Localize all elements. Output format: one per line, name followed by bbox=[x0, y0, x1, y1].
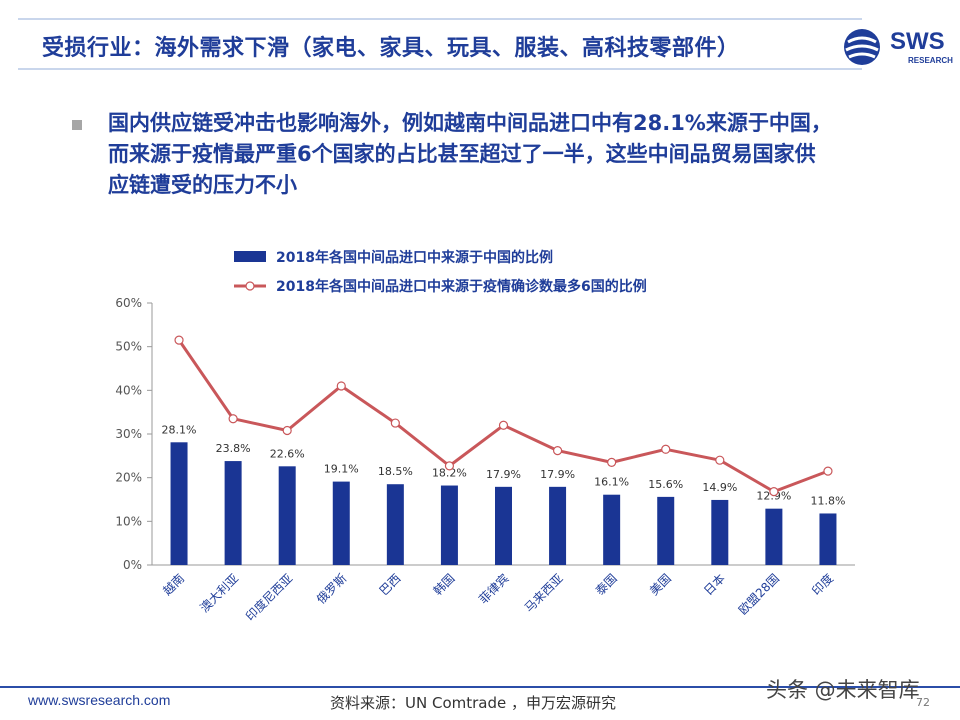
x-tick-label: 欧盟28国 bbox=[736, 571, 782, 617]
bullet-paragraph: 国内供应链受冲击也影响海外，例如越南中间品进口中有28.1%来源于中国， 而来源… bbox=[108, 108, 928, 201]
bar bbox=[440, 485, 458, 565]
bar-value-label: 17.9% bbox=[486, 468, 521, 481]
footer-divider bbox=[0, 686, 960, 688]
bar bbox=[278, 466, 296, 565]
line-point bbox=[715, 455, 725, 465]
x-tick-label: 巴西 bbox=[377, 571, 404, 598]
x-tick-label: 日本 bbox=[701, 571, 728, 598]
x-tick-label: 泰国 bbox=[593, 571, 620, 598]
x-tick-label: 菲律宾 bbox=[476, 571, 512, 607]
y-tick-label: 60% bbox=[115, 296, 142, 310]
bar bbox=[603, 494, 621, 565]
line-point bbox=[228, 414, 238, 424]
bullet-line: 而来源于疫情最严重6个国家的占比甚至超过了一半，这些中间品贸易国家供 bbox=[108, 142, 816, 166]
x-tick-label: 印度尼西亚 bbox=[242, 571, 295, 624]
bar bbox=[819, 513, 837, 565]
line-point bbox=[390, 418, 400, 428]
logo-text: SWS bbox=[890, 28, 945, 55]
y-tick-label: 50% bbox=[115, 340, 142, 354]
x-tick-label: 越南 bbox=[160, 571, 188, 599]
bullet-line: 国内供应链受冲击也影响海外，例如越南中间品进口中有28.1%来源于中国， bbox=[108, 111, 832, 135]
bar-value-label: 22.6% bbox=[270, 447, 305, 460]
sws-logo: SWS RESEARCH bbox=[838, 26, 953, 70]
x-tick-label: 马来西亚 bbox=[522, 571, 566, 615]
bar-value-label: 28.1% bbox=[162, 423, 197, 436]
line-point bbox=[661, 444, 671, 454]
chart: 2018年各国中间品进口中来源于中国的比例 2018年各国中间品进口中来源于疫情确… bbox=[115, 249, 855, 624]
bar-value-label: 18.5% bbox=[378, 465, 413, 478]
x-tick-label: 印度 bbox=[808, 571, 836, 599]
y-tick-label: 20% bbox=[115, 471, 142, 485]
slide-title: 受损行业：海外需求下滑（家电、家具、玩具、服装、高科技零部件） bbox=[42, 36, 740, 61]
line-point bbox=[282, 425, 292, 436]
bullet-line: 应链遭受的压力不小 bbox=[108, 173, 297, 197]
x-tick-label: 美国 bbox=[647, 571, 674, 598]
line-point bbox=[607, 457, 617, 467]
title-bar: 受损行业：海外需求下滑（家电、家具、玩具、服装、高科技零部件） bbox=[18, 18, 862, 70]
footer-source: 资料来源：UN Comtrade ，申万宏源研究 bbox=[330, 694, 616, 712]
bar bbox=[386, 484, 404, 565]
line-point bbox=[823, 466, 833, 476]
bar-value-label: 14.9% bbox=[702, 481, 737, 494]
bar bbox=[332, 481, 350, 565]
line-point bbox=[498, 420, 509, 430]
bar-value-label: 19.1% bbox=[324, 463, 359, 476]
bar-value-label: 18.2% bbox=[432, 467, 467, 480]
bar bbox=[170, 442, 188, 565]
bar-value-label: 11.8% bbox=[810, 494, 845, 507]
line-point bbox=[552, 445, 563, 456]
legend-bar-label: 2018年各国中间品进口中来源于中国的比例 bbox=[276, 249, 553, 266]
legend-line-label: 2018年各国中间品进口中来源于疫情确诊数最多6国的比例 bbox=[276, 278, 647, 295]
y-tick-label: 40% bbox=[115, 383, 142, 397]
bar bbox=[765, 508, 783, 565]
bullet-square-icon bbox=[72, 120, 82, 130]
bar bbox=[495, 486, 512, 565]
legend-bar-swatch bbox=[234, 251, 266, 262]
line-point bbox=[769, 487, 779, 497]
y-tick-label: 30% bbox=[115, 427, 142, 441]
page-number: 72 bbox=[916, 696, 930, 709]
bar-value-label: 23.8% bbox=[216, 442, 251, 455]
y-tick-label: 10% bbox=[115, 514, 142, 528]
x-tick-label: 韩国 bbox=[430, 571, 458, 599]
y-tick-label: 0% bbox=[123, 558, 142, 572]
bar bbox=[549, 486, 567, 565]
globe-icon bbox=[844, 29, 880, 65]
x-tick-label: 俄罗斯 bbox=[314, 571, 349, 606]
line-point bbox=[444, 461, 455, 471]
logo-subtext: RESEARCH bbox=[908, 56, 953, 65]
bar-value-label: 16.1% bbox=[594, 476, 629, 489]
line-point bbox=[336, 381, 346, 391]
watermark: 头条 @未来智库 bbox=[766, 678, 920, 702]
bar-value-label: 17.9% bbox=[540, 468, 575, 481]
bar bbox=[711, 499, 729, 565]
bar bbox=[224, 461, 242, 565]
x-tick-label: 澳大利亚 bbox=[197, 571, 241, 615]
legend-line-marker bbox=[245, 281, 255, 291]
footer-url[interactable]: www.swsresearch.com bbox=[28, 692, 171, 708]
bar bbox=[657, 496, 675, 565]
bar-value-label: 15.6% bbox=[648, 478, 683, 491]
line-point bbox=[174, 335, 184, 345]
